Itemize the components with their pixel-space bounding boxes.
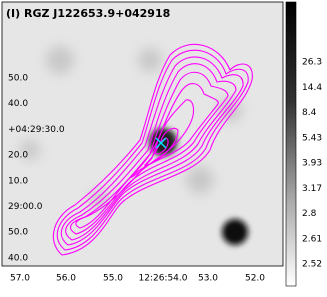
colorbar-label: 2.8 xyxy=(302,209,317,219)
y-tick-label: 20.0 xyxy=(8,151,28,161)
y-tick-label: 40.0 xyxy=(8,99,28,109)
sky-image xyxy=(2,2,283,266)
y-tick-label: 29:00.0 xyxy=(8,202,43,212)
colorbar-label: 5.43 xyxy=(302,133,322,143)
x-tick-label: 57.0 xyxy=(10,274,30,284)
x-tick-label: 56.0 xyxy=(56,274,76,284)
y-tick-label: 50.0 xyxy=(8,228,28,238)
y-tick-label: 40.0 xyxy=(8,253,28,263)
colorbar xyxy=(285,1,297,287)
x-tick-label: 52.0 xyxy=(245,274,265,284)
y-tick-label: 50.0 xyxy=(8,74,28,84)
colorbar-label: 2.61 xyxy=(302,234,322,244)
colorbar-label: 14.4 xyxy=(302,83,322,93)
colorbar-label: 3.93 xyxy=(302,159,322,169)
y-tick-label: +04:29:30.0 xyxy=(8,125,65,135)
x-tick-label: 12:26:54.0 xyxy=(138,274,187,284)
colorbar-label: 26.3 xyxy=(302,58,322,68)
image-frame xyxy=(1,1,284,267)
colorbar-label: 2.52 xyxy=(302,260,322,270)
colorbar-label: 8.4 xyxy=(302,108,317,118)
y-tick-label: 10.0 xyxy=(8,176,28,186)
x-tick-label: 55.0 xyxy=(103,274,123,284)
panel-title: (I) RGZ J122653.9+042918 xyxy=(6,7,170,20)
host-marker xyxy=(155,137,167,149)
colorbar-label: 3.17 xyxy=(302,184,322,194)
x-tick-label: 53.0 xyxy=(198,274,218,284)
